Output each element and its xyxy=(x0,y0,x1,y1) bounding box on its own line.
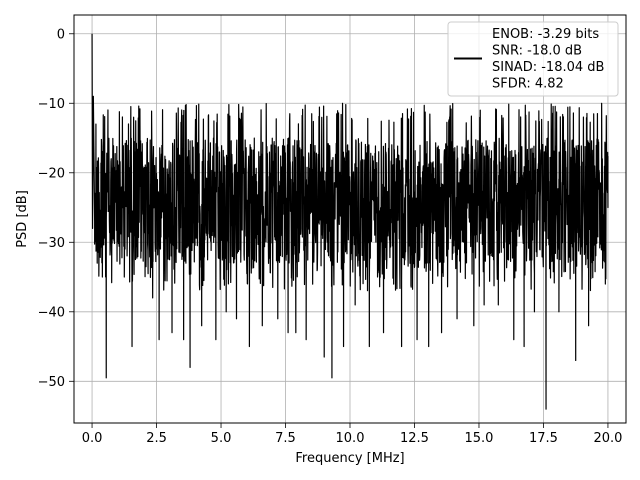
y-tick-label: −10 xyxy=(38,97,65,112)
y-tick-label: 0 xyxy=(57,27,65,42)
y-tick-label: −20 xyxy=(38,166,65,181)
x-tick-label: 10.0 xyxy=(336,431,365,446)
y-tick-label: −50 xyxy=(38,375,65,390)
x-tick-label: 7.5 xyxy=(275,431,296,446)
x-tick-label: 17.5 xyxy=(529,431,558,446)
legend-box xyxy=(447,21,619,97)
x-tick-label: 0.0 xyxy=(82,431,103,446)
x-tick-label: 2.5 xyxy=(146,431,167,446)
psd-series-line xyxy=(91,33,609,410)
legend: ENOB: -3.29 bits SNR: -18.0 dB SINAD: -1… xyxy=(447,21,619,97)
x-axis: 0.0 2.5 5.0 7.5 10.0 12.5 15.0 17.5 20.0 xyxy=(82,423,622,446)
legend-line-sfdr: SFDR: 4.82 xyxy=(492,77,564,92)
y-tick-label: −40 xyxy=(38,305,65,320)
legend-line-enob: ENOB: -3.29 bits xyxy=(492,27,599,42)
x-tick-label: 5.0 xyxy=(211,431,232,446)
legend-line-sinad: SINAD: -18.04 dB xyxy=(492,60,604,75)
y-axis-label: PSD [dB] xyxy=(15,190,30,248)
plot-area xyxy=(91,33,609,410)
y-tick-label: −30 xyxy=(38,236,65,251)
x-tick-label: 12.5 xyxy=(400,431,429,446)
x-tick-label: 15.0 xyxy=(464,431,493,446)
y-axis: 0 −10 −20 −30 −40 −50 xyxy=(38,27,74,390)
legend-line-snr: SNR: -18.0 dB xyxy=(492,44,582,59)
x-axis-label: Frequency [MHz] xyxy=(295,451,404,466)
x-tick-label: 20.0 xyxy=(593,431,622,446)
